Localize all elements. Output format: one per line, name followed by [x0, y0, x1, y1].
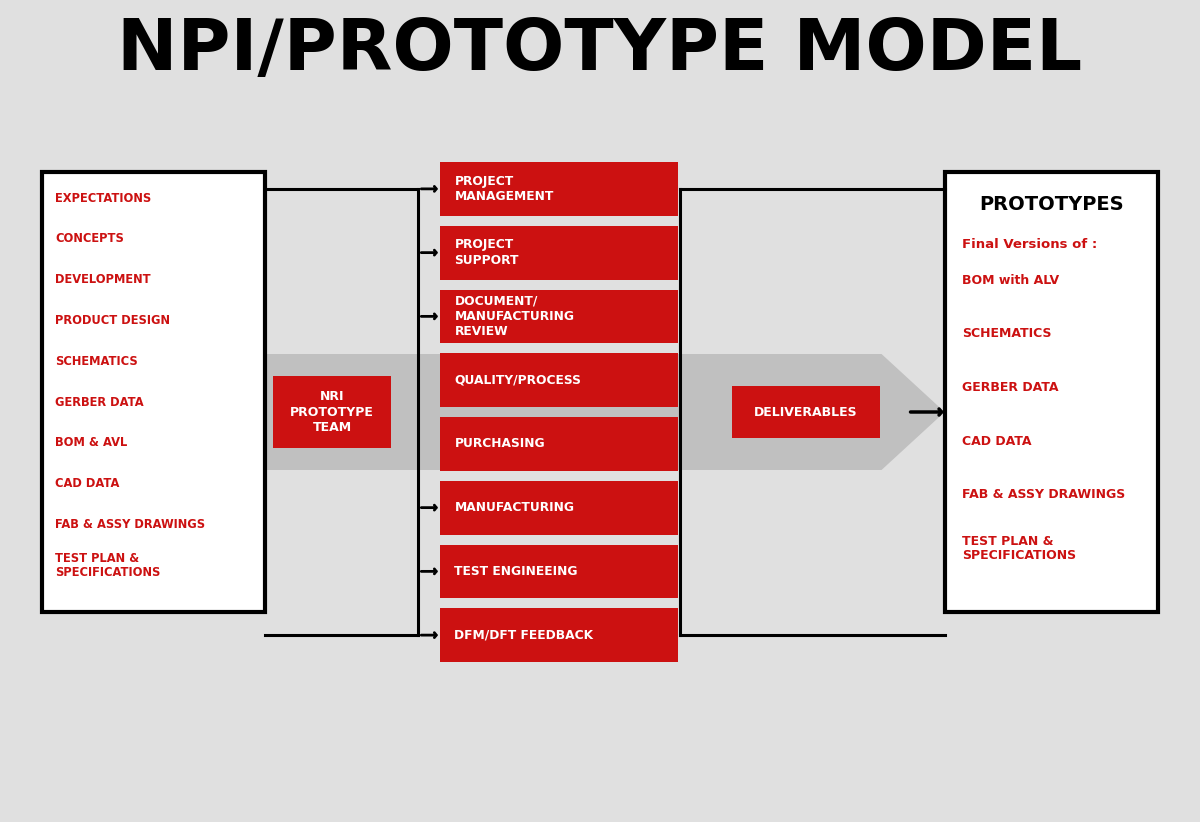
- Text: TEST ENGINEEING: TEST ENGINEEING: [455, 565, 578, 578]
- Text: GERBER DATA: GERBER DATA: [962, 381, 1058, 394]
- FancyBboxPatch shape: [272, 376, 391, 448]
- Text: SCHEMATICS: SCHEMATICS: [962, 327, 1051, 340]
- Text: PROJECT
SUPPORT: PROJECT SUPPORT: [455, 238, 518, 267]
- Text: Final Versions of :: Final Versions of :: [962, 238, 1097, 251]
- Text: DOCUMENT/
MANUFACTURING
REVIEW: DOCUMENT/ MANUFACTURING REVIEW: [455, 294, 575, 339]
- Text: BOM with ALV: BOM with ALV: [962, 274, 1060, 287]
- Text: PURCHASING: PURCHASING: [455, 437, 545, 450]
- Text: PRODUCT DESIGN: PRODUCT DESIGN: [55, 314, 170, 327]
- Text: CAD DATA: CAD DATA: [962, 435, 1032, 447]
- Text: QUALITY/PROCESS: QUALITY/PROCESS: [455, 374, 581, 386]
- Text: DFM/DFT FEEDBACK: DFM/DFT FEEDBACK: [455, 629, 593, 642]
- FancyBboxPatch shape: [944, 172, 1158, 612]
- FancyBboxPatch shape: [440, 162, 678, 215]
- Text: TEST PLAN &
SPECIFICATIONS: TEST PLAN & SPECIFICATIONS: [55, 552, 161, 579]
- Text: CONCEPTS: CONCEPTS: [55, 233, 125, 246]
- FancyBboxPatch shape: [732, 386, 880, 438]
- Text: SCHEMATICS: SCHEMATICS: [55, 355, 138, 367]
- Text: NPI/PROTOTYPE MODEL: NPI/PROTOTYPE MODEL: [118, 16, 1082, 85]
- Text: PROJECT
MANAGEMENT: PROJECT MANAGEMENT: [455, 174, 553, 203]
- Text: NRI
PROTOTYPE
TEAM: NRI PROTOTYPE TEAM: [290, 390, 374, 434]
- FancyBboxPatch shape: [440, 608, 678, 662]
- Text: GERBER DATA: GERBER DATA: [55, 395, 144, 409]
- FancyBboxPatch shape: [440, 226, 678, 279]
- Text: TEST PLAN &
SPECIFICATIONS: TEST PLAN & SPECIFICATIONS: [962, 535, 1076, 561]
- FancyBboxPatch shape: [440, 289, 678, 344]
- FancyBboxPatch shape: [440, 353, 678, 407]
- Text: MANUFACTURING: MANUFACTURING: [455, 501, 575, 514]
- FancyBboxPatch shape: [42, 172, 265, 612]
- Polygon shape: [265, 354, 944, 470]
- FancyBboxPatch shape: [440, 544, 678, 598]
- Text: DELIVERABLES: DELIVERABLES: [754, 405, 858, 418]
- Text: PROTOTYPES: PROTOTYPES: [979, 195, 1123, 214]
- Text: FAB & ASSY DRAWINGS: FAB & ASSY DRAWINGS: [55, 518, 205, 531]
- Text: CAD DATA: CAD DATA: [55, 478, 120, 490]
- Text: FAB & ASSY DRAWINGS: FAB & ASSY DRAWINGS: [962, 488, 1126, 501]
- Text: BOM & AVL: BOM & AVL: [55, 436, 127, 450]
- FancyBboxPatch shape: [440, 417, 678, 471]
- Text: DEVELOPMENT: DEVELOPMENT: [55, 273, 151, 286]
- FancyBboxPatch shape: [440, 481, 678, 534]
- Text: EXPECTATIONS: EXPECTATIONS: [55, 192, 151, 205]
